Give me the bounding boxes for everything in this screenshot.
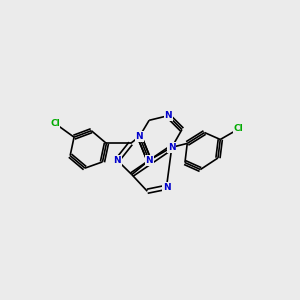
Text: N: N	[163, 183, 170, 192]
Text: Cl: Cl	[234, 124, 244, 134]
Text: N: N	[113, 156, 121, 165]
Text: N: N	[145, 156, 153, 165]
Text: N: N	[164, 111, 172, 120]
Text: Cl: Cl	[50, 119, 60, 128]
Text: N: N	[168, 143, 176, 152]
Text: N: N	[136, 132, 143, 141]
